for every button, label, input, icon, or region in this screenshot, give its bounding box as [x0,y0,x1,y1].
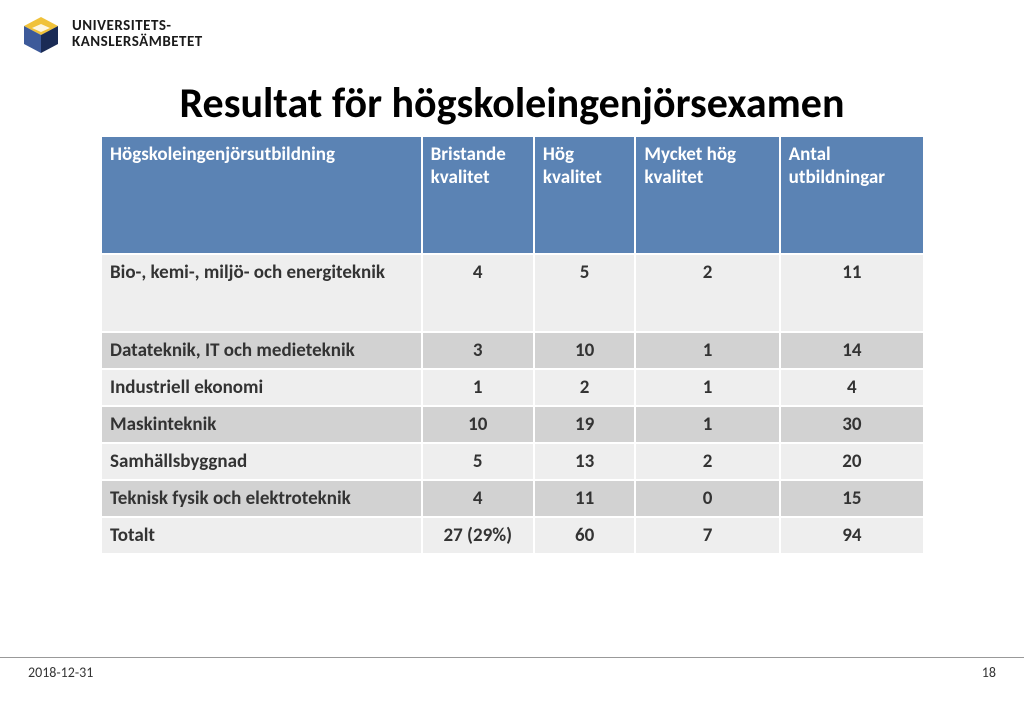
row-label: Teknisk fysik och elektroteknik [101,480,422,517]
cell-value: 3 [422,332,534,369]
cell-value: 10 [422,406,534,443]
cell-value: 4 [780,369,924,406]
slide-footer: 2018-12-31 18 [0,657,1024,681]
cell-value: 15 [780,480,924,517]
cell-value: 2 [635,254,779,332]
row-label: Bio-, kemi-, miljö- och energiteknik [101,254,422,332]
row-label: Industriell ekonomi [101,369,422,406]
col-header-bristande: Bristande kvalitet [422,136,534,254]
col-header-program: Högskoleingenjörsutbildning [101,136,422,254]
cell-value: 7 [635,517,779,554]
cell-value: 1 [422,369,534,406]
col-header-myckethog: Mycket hög kvalitet [635,136,779,254]
table-row: Maskinteknik1019130 [101,406,924,443]
cell-value: 1 [635,369,779,406]
cell-value: 60 [534,517,636,554]
col-header-hog: Hög kvalitet [534,136,636,254]
cell-value: 2 [534,369,636,406]
slide-title: Resultat för högskoleingenjörsexamen [0,78,1024,129]
cell-value: 1 [635,332,779,369]
org-name-line2: KANSLERSÄMBETET [72,35,203,51]
results-table: Högskoleingenjörsutbildning Bristande kv… [100,135,925,555]
table-row: Datateknik, IT och medieteknik310114 [101,332,924,369]
cell-value: 94 [780,517,924,554]
cell-value: 10 [534,332,636,369]
table-row: Industriell ekonomi1214 [101,369,924,406]
cell-value: 2 [635,443,779,480]
cell-value: 30 [780,406,924,443]
footer-page: 18 [982,664,996,681]
row-label: Samhällsbyggnad [101,443,422,480]
cell-value: 11 [780,254,924,332]
org-name: UNIVERSITETS- KANSLERSÄMBETET [72,19,203,51]
cell-value: 5 [422,443,534,480]
org-header: UNIVERSITETS- KANSLERSÄMBETET [20,14,203,56]
cell-value: 5 [534,254,636,332]
table-row: Samhällsbyggnad513220 [101,443,924,480]
cell-value: 20 [780,443,924,480]
cell-value: 19 [534,406,636,443]
row-label: Maskinteknik [101,406,422,443]
cell-value: 14 [780,332,924,369]
cell-value: 1 [635,406,779,443]
org-logo-icon [20,14,62,56]
table-header-row: Högskoleingenjörsutbildning Bristande kv… [101,136,924,254]
cell-value: 4 [422,254,534,332]
cell-value: 4 [422,480,534,517]
footer-date: 2018-12-31 [28,664,93,681]
cell-value: 0 [635,480,779,517]
row-label: Datateknik, IT och medieteknik [101,332,422,369]
col-header-antal: Antal utbildningar [780,136,924,254]
cell-value: 11 [534,480,636,517]
cell-value: 27 (29%) [422,517,534,554]
row-label: Totalt [101,517,422,554]
cell-value: 13 [534,443,636,480]
table-row: Bio-, kemi-, miljö- och energiteknik4521… [101,254,924,332]
table-row: Teknisk fysik och elektroteknik411015 [101,480,924,517]
table-row: Totalt27 (29%)60794 [101,517,924,554]
